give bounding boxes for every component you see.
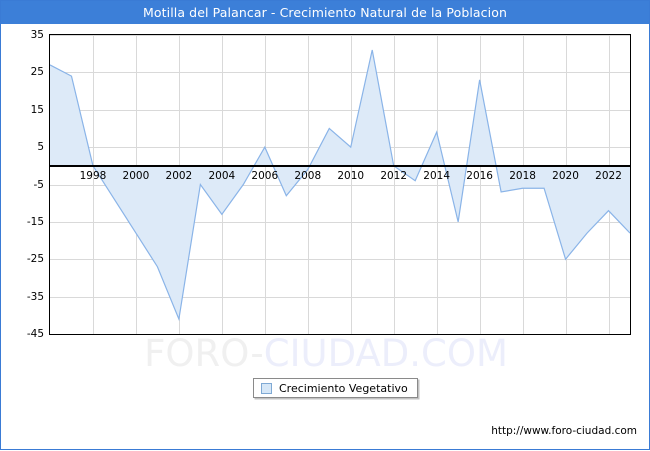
x-axis-tick-label: 2006 [251,169,279,182]
gridline-vertical [92,35,94,334]
y-axis-tick-label: 35 [30,29,44,41]
plot-area [49,34,631,335]
y-axis-tick-label: 15 [30,103,44,116]
gridline-horizontal [50,184,630,186]
x-axis-tick-label: 2016 [466,169,493,182]
zero-baseline [50,165,630,167]
y-axis-tick-label: -35 [26,290,44,303]
gridline-vertical [479,35,481,334]
gridline-vertical [393,35,395,334]
x-axis-tick-label: 2000 [122,169,150,182]
watermark-part-2: CIUDAD.COM [263,332,508,375]
y-axis-tick-label: -15 [26,215,44,228]
y-axis-tick-label: 25 [30,66,44,79]
x-axis-tick-label: 2004 [208,169,236,182]
x-axis-tick-label: 2010 [337,169,365,182]
x-axis-tick-label: 2020 [552,169,579,182]
x-axis-tick-label: 2008 [294,169,322,182]
legend-swatch-icon [261,382,272,394]
gridline-horizontal [50,334,630,335]
x-axis-tick-label: 2018 [509,169,536,182]
x-axis-tick-label: 2022 [595,169,622,182]
gridline-horizontal [50,35,630,36]
x-axis-tick-label: 2002 [165,169,193,182]
watermark-part-1: FORO- [144,332,264,375]
page-title: Motilla del Palancar - Crecimiento Natur… [143,5,507,20]
gridline-horizontal [50,221,630,223]
series-area-fill [50,49,630,320]
series-crecimiento-vegetativo [50,49,630,322]
y-axis-tick-label: -5 [33,178,44,191]
x-axis-tick-label: 1998 [79,169,107,182]
series-line [50,49,630,322]
x-axis-tick-label: 2014 [423,169,451,182]
y-axis-tick-label: -25 [26,253,44,266]
gridline-horizontal [50,296,630,298]
legend-label: Crecimiento Vegetativo [279,381,408,395]
window-title-bar: Motilla del Palancar - Crecimiento Natur… [1,1,649,24]
gridline-vertical [264,35,266,334]
y-axis-tick-label: 5 [37,141,44,154]
chart-legend: Crecimiento Vegetativo [253,378,418,398]
gridline-vertical [350,35,352,334]
gridline-horizontal [50,72,630,74]
footer-url: http://www.foro-ciudad.com [491,425,637,437]
gridline-horizontal [50,109,630,111]
gridline-vertical [307,35,309,334]
x-axis-tick-label: 2012 [380,169,408,182]
gridline-vertical [436,35,438,334]
y-axis-tick-label: -45 [26,328,44,340]
gridline-horizontal [50,259,630,261]
watermark: FORO-CIUDAD.COM [1,332,650,375]
